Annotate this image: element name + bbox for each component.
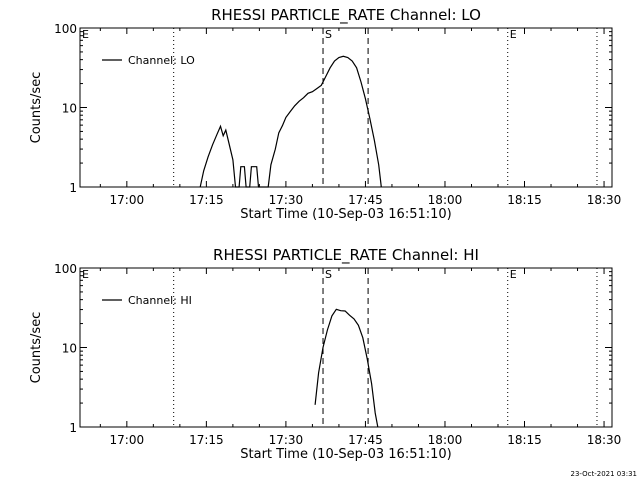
x-tick-label: 17:45 [348, 193, 383, 207]
x-tick-label: 17:00 [110, 433, 145, 447]
x-tick-label: 18:00 [428, 193, 463, 207]
x-tick-label: 17:00 [110, 193, 145, 207]
x-tick-label: 17:45 [348, 433, 383, 447]
y-tick-label: 10 [62, 342, 77, 356]
plot-frame [79, 267, 613, 428]
y-tick-label: 1 [69, 421, 77, 435]
legend-label: Channel: LO [128, 54, 195, 67]
series-line [314, 308, 379, 428]
y-tick-label: 10 [62, 102, 77, 116]
x-axis-label: Start Time (10-Sep-03 16:51:10) [240, 447, 451, 462]
x-axis-label: Start Time (10-Sep-03 16:51:10) [240, 207, 451, 222]
y-tick-label: 100 [54, 262, 77, 276]
chart-title: RHESSI PARTICLE_RATE Channel: LO [211, 6, 481, 25]
y-axis-label: Counts/sec [29, 72, 44, 144]
x-tick-label: 18:30 [587, 193, 622, 207]
x-tick-label: 18:30 [587, 433, 622, 447]
legend-label: Channel: HI [128, 294, 192, 307]
marker-label: E [510, 28, 517, 41]
x-tick-label: 17:15 [189, 433, 224, 447]
marker-label: E [82, 28, 89, 41]
chart-panel-2: RHESSI PARTICLE_RATE Channel: HI 17:00 17:… [29, 246, 621, 462]
y-tick-label: 1 [69, 181, 77, 195]
x-tick-label: 17:15 [189, 193, 224, 207]
x-tick-label: 18:00 [428, 433, 463, 447]
x-tick-label: 17:30 [269, 433, 304, 447]
series-line [199, 55, 382, 188]
footer-timestamp: 23-Oct-2021 03:31 [571, 470, 637, 478]
x-tick-label: 17:30 [269, 193, 304, 207]
chart-title: RHESSI PARTICLE_RATE Channel: HI [213, 246, 479, 265]
y-axis-label: Counts/sec [29, 312, 44, 384]
x-tick-label: 18:15 [507, 433, 542, 447]
marker-label: E [510, 268, 517, 281]
plot-frame [79, 27, 613, 188]
marker-label: S [325, 268, 332, 281]
y-tick-label: 100 [54, 22, 77, 36]
marker-label: S [325, 28, 332, 41]
x-tick-label: 18:15 [507, 193, 542, 207]
chart-panel-1: RHESSI PARTICLE_RATE Channel: LO 17:00 17:… [29, 6, 621, 222]
marker-label: E [82, 268, 89, 281]
